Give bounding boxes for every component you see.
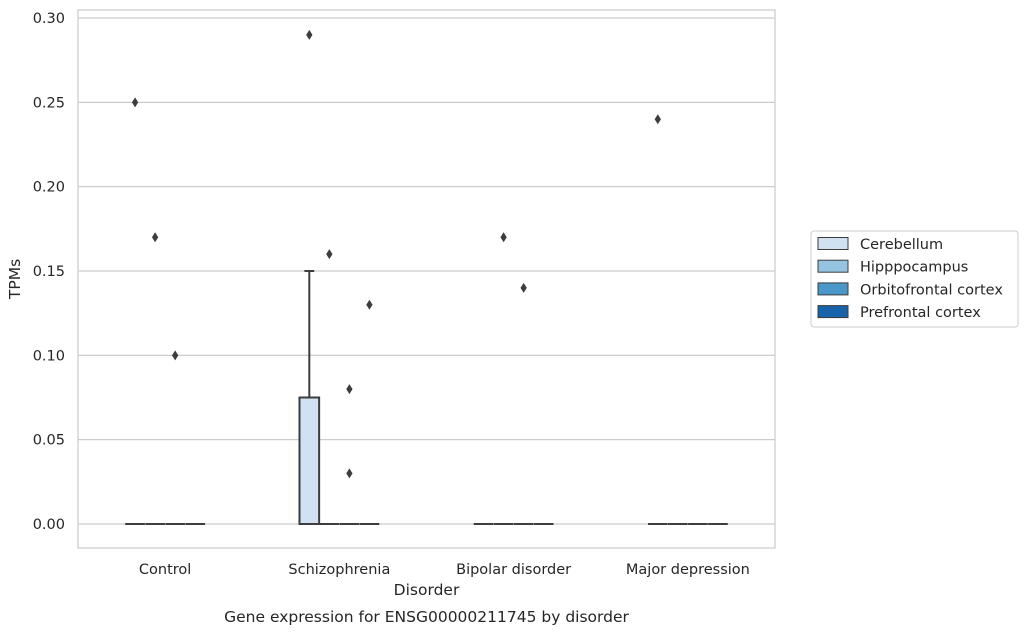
- outlier-point: [171, 350, 179, 361]
- y-tick-label: 0.00: [33, 517, 65, 533]
- outlier-point: [306, 29, 313, 40]
- plot-background: [78, 10, 775, 548]
- x-tick-label: Major depression: [626, 562, 750, 578]
- outlier-point: [366, 299, 373, 310]
- outlier-point: [346, 384, 353, 395]
- legend: Cerebellum Hipppocampus Orbitofrontal cort…: [810, 230, 1019, 328]
- y-tick-label: 0.30: [33, 11, 65, 27]
- outlier-point: [654, 114, 661, 125]
- plot-frame: [77, 9, 776, 549]
- legend-frame: [810, 230, 1019, 328]
- legend-swatch: [817, 259, 849, 273]
- y-tick-label: 0.15: [33, 264, 65, 280]
- x-tick-label: Control: [139, 562, 191, 578]
- legend-swatch: [817, 237, 849, 250]
- legend-label: Orbitofrontal cortex: [860, 282, 1003, 298]
- x-axis-label: Disorder: [394, 581, 460, 599]
- y-gridlines: [78, 17, 775, 525]
- box-cerebellum: [298, 270, 321, 525]
- legend-swatch: [817, 282, 849, 296]
- legend-label: Hipppocampus: [860, 260, 968, 276]
- box-body: [298, 396, 321, 525]
- chart-caption: Gene expression for ENSG00000211745 by d…: [224, 608, 629, 626]
- y-axis-label: TPMs: [6, 259, 24, 300]
- outlier-point: [500, 232, 507, 243]
- outlier-point: [326, 249, 333, 260]
- legend-label: Cerebellum: [860, 237, 943, 253]
- y-tick-label: 0.05: [33, 433, 65, 449]
- y-tick-label: 0.25: [33, 95, 65, 111]
- x-tick-label: Schizophrenia: [288, 562, 390, 578]
- outlier-point: [131, 97, 139, 108]
- y-tick-label: 0.10: [33, 348, 65, 364]
- x-tick-labels: Control Schizophrenia Bipolar disorder Majo…: [139, 562, 750, 578]
- legend-swatch: [817, 305, 849, 319]
- box-series: [125, 270, 728, 525]
- outlier-point: [346, 468, 353, 479]
- x-tick-label: Bipolar disorder: [456, 562, 571, 578]
- y-tick-label: 0.20: [33, 180, 65, 196]
- outlier-points: [131, 29, 661, 479]
- outlier-point: [151, 232, 159, 243]
- legend-label: Prefrontal cortex: [860, 305, 981, 321]
- outlier-point: [520, 282, 527, 293]
- y-tick-labels: 0.00 0.05 0.10 0.15 0.20 0.25 0.30: [33, 11, 65, 533]
